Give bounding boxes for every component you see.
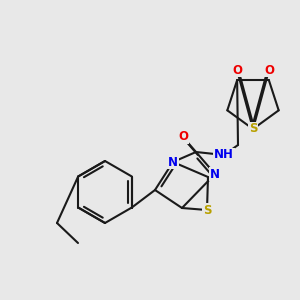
Text: S: S bbox=[203, 203, 211, 217]
Text: N: N bbox=[210, 167, 220, 181]
Text: NH: NH bbox=[214, 148, 234, 161]
Text: O: O bbox=[178, 130, 188, 143]
Text: O: O bbox=[264, 64, 274, 76]
Text: N: N bbox=[168, 155, 178, 169]
Text: O: O bbox=[232, 64, 242, 76]
Text: S: S bbox=[249, 122, 257, 136]
